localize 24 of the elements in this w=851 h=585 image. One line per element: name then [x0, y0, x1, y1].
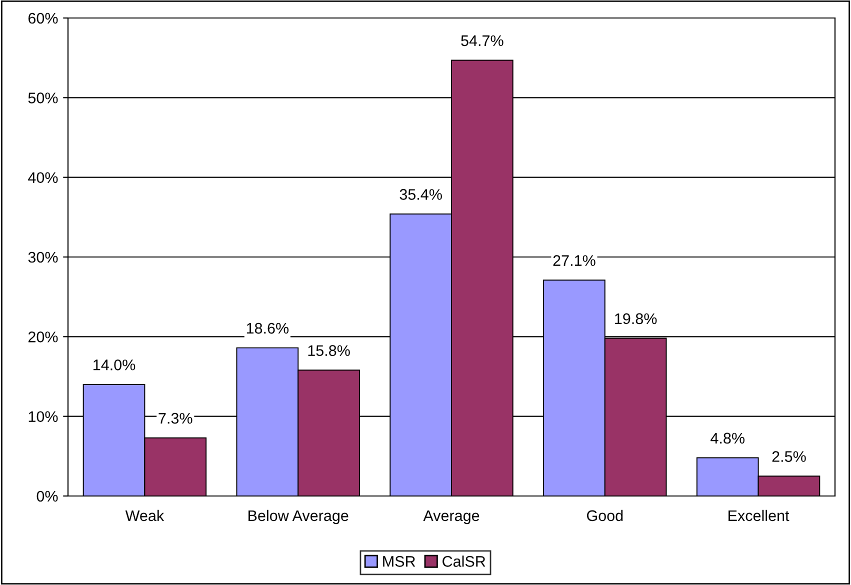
data-label: 2.5%: [772, 451, 806, 462]
y-tick-label: 40%: [28, 172, 58, 184]
data-label: 19.8%: [615, 313, 657, 324]
y-tick-label: 60%: [28, 12, 58, 24]
y-tick-label: 0%: [36, 490, 58, 502]
data-label: 4.8%: [710, 432, 744, 444]
y-tick-label: 10%: [28, 411, 58, 422]
data-label: 27.1%: [553, 255, 596, 266]
legend-label: CalSR: [442, 556, 486, 567]
x-tick-label: Good: [586, 510, 623, 522]
y-tick-label: 30%: [28, 252, 58, 263]
data-label: 14.0%: [94, 360, 136, 370]
x-tick-label: Average: [423, 510, 480, 524]
x-tick-label: Excellent: [728, 510, 790, 522]
x-tick-label: Below Average: [248, 510, 348, 524]
data-label: 18.6%: [246, 322, 289, 334]
data-label: 35.4%: [400, 189, 442, 200]
data-label: 54.7%: [461, 35, 504, 46]
data-label: 15.8%: [308, 345, 350, 356]
data-label: 7.3%: [158, 412, 192, 424]
y-tick-label: 50%: [28, 92, 58, 104]
x-tick-label: Weak: [125, 510, 164, 522]
y-tick-label: 20%: [28, 332, 58, 342]
legend-label: MSR: [383, 556, 416, 567]
